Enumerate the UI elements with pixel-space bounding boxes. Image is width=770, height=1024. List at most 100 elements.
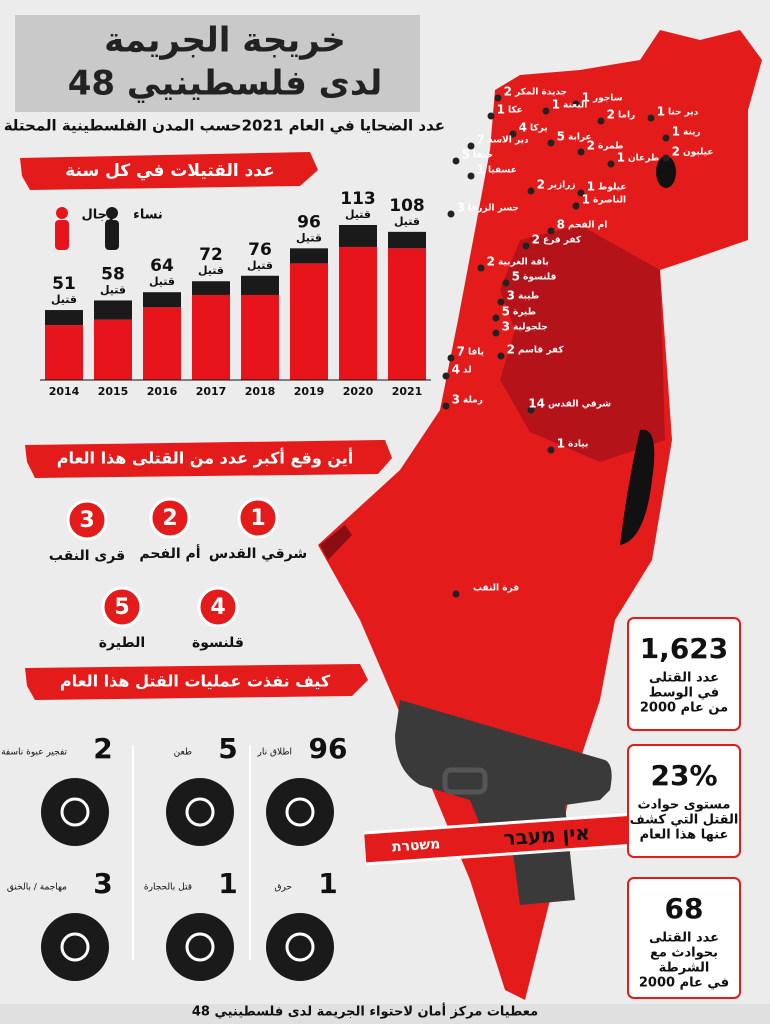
place-name: باقة الغربية [498,258,549,268]
total-label: 108 [389,196,425,216]
rank-circle [66,499,108,541]
method-icon-glyph [60,797,90,827]
place-name: كفر قاسم [518,346,564,356]
place-count: 3 [502,320,510,334]
place-dot [447,354,455,362]
bar-segment [290,263,328,380]
total-unit: قتيل [345,208,371,221]
place-dot [492,329,500,337]
gaza [320,525,352,560]
bar-segment [94,319,132,380]
method-icon-glyph [285,797,315,827]
place-count: 7 [457,345,465,359]
place-dot [607,160,615,168]
place-count: 1 [582,91,590,105]
place-dot [452,590,460,598]
place-count: 5 [557,130,565,144]
total-label: 72 [199,245,223,265]
place-dot [442,372,450,380]
rank-place: الطيرة [99,635,145,651]
police-tape: אין מעבר משטרת [364,812,631,866]
rank-circle [149,497,191,539]
place-count: 3 [507,289,515,303]
place-name: زرازير [547,181,576,191]
place-count: 14 [528,397,545,411]
place-name: يافا [468,348,484,358]
place-count: 3 [452,393,460,407]
stat-box [627,617,741,731]
x-tick-label: 2020 [343,385,374,398]
place-count: 1 [587,180,595,194]
place-name: بيادة [568,440,588,450]
method-icon [266,778,334,846]
place-count: 1 [477,163,485,177]
bar-segment [192,281,230,295]
gun-illustration [395,700,612,905]
stat-label: في الوسط [649,686,719,701]
west-bank [500,225,665,462]
banner [25,664,368,700]
place-dot [527,406,535,414]
section-title: كيف نفذت عمليات القتل هذا العام [60,672,331,691]
place-count: 1 [582,193,590,207]
place-name: طيبة [518,292,539,302]
title: خريجة الجريمة [104,21,346,61]
total-label: 76 [248,240,272,260]
x-tick-label: 2019 [294,385,325,398]
place-count: 2 [507,343,515,357]
place-dot [447,210,455,218]
place-count: 2 [504,85,512,99]
place-dot [467,172,475,180]
method-label: طعن [174,748,192,758]
place-count: 2 [672,145,680,159]
bar-segment [241,294,279,380]
total-unit: قتيل [149,275,175,288]
place-name: عسفيا [488,166,517,176]
banner [20,152,318,190]
stat-value: 23% [650,759,717,792]
subtitle: عدد الضحايا في العام 2021حسب المدن الفلس… [4,117,445,135]
stat-label: مستوى حوادث [638,798,731,813]
place-dot [542,107,550,115]
rank-circle [237,497,279,539]
method-count: 3 [93,867,112,900]
place-count: 1 [657,105,665,119]
place-dot [527,187,535,195]
x-tick-label: 2018 [245,385,276,398]
place-dot [662,134,670,142]
place-count: 2 [532,233,540,247]
place-name: قرة النقب [473,584,519,594]
place-dot [647,114,655,122]
method-icon-glyph [185,797,215,827]
title-box [15,15,420,112]
bar-segment [388,231,426,249]
place-dot [509,130,517,138]
bar-segment [143,307,181,380]
place-count: 1 [497,103,505,117]
total-unit: قتيل [51,293,77,306]
bar-segment [143,292,181,308]
total-unit: قتيل [198,264,224,277]
stat-label: من عام 2000 [640,701,728,716]
place-count: 4 [519,121,527,135]
place-count: 4 [452,363,460,377]
place-count: 5 [502,305,510,319]
rank-number: 3 [79,508,94,533]
method-label: قتل بالحجارة [144,883,192,893]
x-tick-label: 2015 [98,385,129,398]
place-count: 1 [672,125,680,139]
place-name: الناصرة [593,196,626,206]
total-label: 64 [150,256,174,276]
title: لدى فلسطينيي 48 [68,64,382,104]
stat-box [627,744,741,858]
place-dot [487,112,495,120]
bar-segment [339,246,377,380]
method-label: اطلاق نار [257,748,292,758]
place-dot [492,314,500,322]
place-dot [547,139,555,147]
bar-segment [45,325,83,380]
stat-value: 68 [665,892,704,925]
place-count: 2 [587,139,595,153]
place-name: عرابة [568,133,592,143]
place-name: عيلوط [598,183,627,193]
